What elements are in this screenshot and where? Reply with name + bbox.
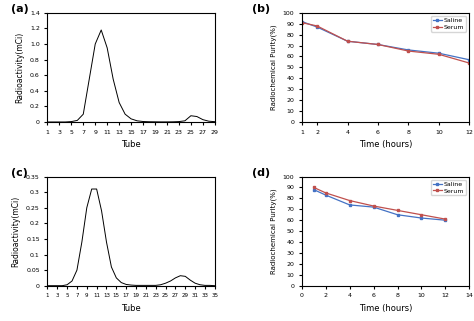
Text: (c): (c) bbox=[10, 168, 27, 178]
Serum bbox=[375, 43, 381, 47]
Saline bbox=[466, 58, 472, 62]
Serum bbox=[466, 61, 472, 65]
Saline bbox=[436, 51, 442, 55]
Line: Saline: Saline bbox=[301, 20, 471, 61]
Serum bbox=[443, 217, 448, 221]
X-axis label: Tube: Tube bbox=[121, 140, 141, 149]
Text: (d): (d) bbox=[252, 168, 270, 178]
Saline bbox=[299, 20, 305, 23]
Y-axis label: Radiochemical Purity(%): Radiochemical Purity(%) bbox=[271, 188, 277, 274]
Serum bbox=[299, 21, 305, 25]
Legend: Saline, Serum: Saline, Serum bbox=[431, 16, 466, 32]
Serum bbox=[347, 199, 353, 203]
Text: (a): (a) bbox=[10, 4, 28, 14]
Y-axis label: Radioactivity(mCi): Radioactivity(mCi) bbox=[15, 32, 24, 103]
Saline bbox=[323, 193, 328, 197]
Saline bbox=[395, 213, 401, 217]
Line: Serum: Serum bbox=[312, 186, 447, 221]
Y-axis label: Radiochemical Purity(%): Radiochemical Purity(%) bbox=[271, 25, 277, 110]
X-axis label: Time (hours): Time (hours) bbox=[359, 304, 412, 313]
Y-axis label: Radioactivity(mCi): Radioactivity(mCi) bbox=[11, 195, 20, 267]
X-axis label: Tube: Tube bbox=[121, 304, 141, 313]
Saline bbox=[406, 48, 411, 52]
Serum bbox=[371, 204, 376, 208]
Saline bbox=[419, 216, 424, 220]
Serum bbox=[419, 213, 424, 217]
Line: Serum: Serum bbox=[301, 21, 471, 65]
X-axis label: Time (hours): Time (hours) bbox=[359, 140, 412, 149]
Saline bbox=[345, 39, 350, 43]
Saline bbox=[311, 188, 317, 192]
Saline bbox=[347, 203, 353, 207]
Saline bbox=[443, 218, 448, 222]
Text: (b): (b) bbox=[252, 4, 270, 14]
Legend: Saline, Serum: Saline, Serum bbox=[431, 180, 466, 195]
Serum bbox=[345, 39, 350, 43]
Serum bbox=[395, 208, 401, 212]
Serum bbox=[311, 186, 317, 189]
Saline bbox=[314, 25, 320, 29]
Saline bbox=[371, 205, 376, 209]
Serum bbox=[314, 24, 320, 28]
Line: Saline: Saline bbox=[312, 188, 447, 221]
Serum bbox=[406, 49, 411, 53]
Serum bbox=[436, 52, 442, 56]
Saline bbox=[375, 43, 381, 47]
Serum bbox=[323, 191, 328, 195]
